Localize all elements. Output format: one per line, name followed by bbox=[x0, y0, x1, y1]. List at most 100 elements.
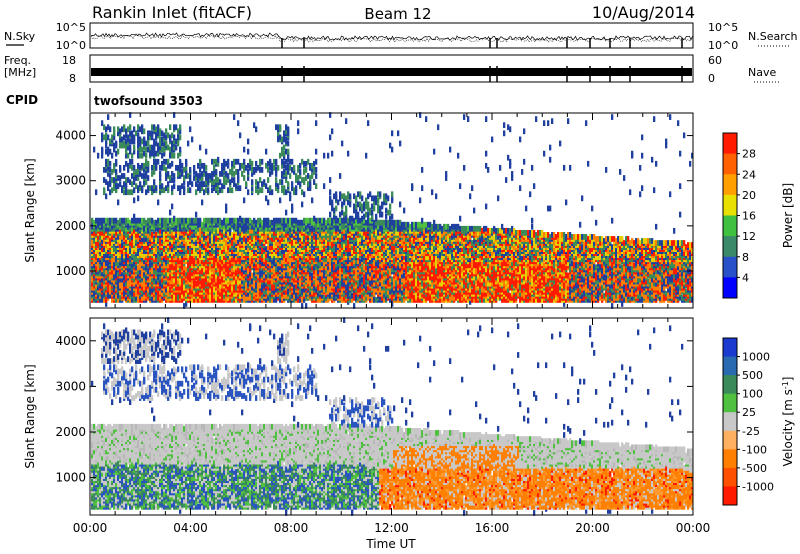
power-cell bbox=[115, 159, 117, 165]
power-cell bbox=[117, 175, 119, 181]
power-cell bbox=[129, 124, 131, 130]
power-cell bbox=[145, 147, 147, 153]
power-cell bbox=[131, 173, 133, 179]
power-cell bbox=[125, 218, 127, 224]
nave-tick-bottom: 0 bbox=[708, 72, 715, 85]
power-cell bbox=[133, 187, 135, 193]
power-cell bbox=[101, 132, 103, 138]
power-cell bbox=[111, 177, 113, 183]
power-cell bbox=[111, 169, 113, 175]
power-cell bbox=[145, 179, 147, 185]
power-cell bbox=[141, 153, 143, 159]
power-cell bbox=[131, 153, 133, 159]
power-cell bbox=[93, 147, 95, 153]
power-cell bbox=[133, 171, 135, 177]
power-cell bbox=[109, 218, 111, 224]
power-cell bbox=[107, 124, 109, 130]
power-cell bbox=[121, 126, 123, 132]
power-cell bbox=[131, 218, 133, 224]
power-cell bbox=[127, 177, 129, 183]
power-cell bbox=[95, 189, 97, 195]
power-cell bbox=[129, 220, 131, 226]
power-cell bbox=[139, 126, 141, 132]
power-cell bbox=[123, 135, 125, 141]
power-cell bbox=[143, 173, 145, 179]
cpid-label: CPID bbox=[6, 93, 38, 107]
power-cell bbox=[137, 265, 139, 271]
power-cell bbox=[119, 165, 121, 171]
power-cell bbox=[129, 139, 131, 145]
power-cell bbox=[137, 132, 139, 138]
power-cell bbox=[143, 218, 145, 224]
power-cell bbox=[97, 218, 99, 224]
power-cell bbox=[125, 128, 127, 134]
n-sky-tick-top: 10^5 bbox=[56, 21, 86, 34]
power-cell bbox=[141, 147, 143, 153]
power-cell bbox=[135, 169, 137, 175]
power-cell bbox=[123, 165, 125, 171]
power-cell bbox=[119, 269, 121, 275]
power-cell bbox=[103, 218, 105, 224]
power-cell bbox=[125, 161, 127, 167]
power-cell bbox=[103, 124, 105, 130]
power-cell bbox=[115, 169, 117, 175]
power-cell bbox=[111, 153, 113, 159]
power-cell bbox=[115, 151, 117, 157]
power-cell bbox=[113, 256, 115, 262]
power-cell bbox=[117, 220, 119, 226]
power-cell bbox=[117, 200, 119, 206]
power-cell bbox=[137, 163, 139, 169]
power-cell bbox=[99, 218, 101, 224]
power-cell bbox=[137, 124, 139, 130]
power-cell bbox=[109, 161, 111, 167]
power-cell bbox=[133, 165, 135, 171]
power-cell bbox=[105, 218, 107, 224]
station-title: Rankin Inlet (fitACF) bbox=[92, 3, 252, 22]
power-cell bbox=[115, 218, 117, 224]
power-cell bbox=[141, 185, 143, 191]
power-cell bbox=[101, 218, 103, 224]
power-cell bbox=[117, 149, 119, 155]
n-sky-label: N.Sky bbox=[4, 30, 36, 43]
power-cell bbox=[145, 159, 147, 165]
power-cell bbox=[97, 153, 99, 159]
power-cell bbox=[105, 126, 107, 132]
power-cell bbox=[145, 141, 147, 147]
power-cell bbox=[105, 179, 107, 185]
power-cell bbox=[143, 151, 145, 157]
power-cell bbox=[127, 163, 129, 169]
power-cell bbox=[119, 295, 121, 301]
power-cell bbox=[147, 185, 149, 191]
power-cell bbox=[139, 218, 141, 224]
power-cell bbox=[121, 185, 123, 191]
freq-tick-top: 18 bbox=[62, 54, 76, 67]
power-cell bbox=[105, 159, 107, 165]
power-cell bbox=[107, 159, 109, 165]
summary-plot: Rankin Inlet (fitACF) Beam 12 10/Aug/2014 … bbox=[0, 0, 800, 554]
power-cell bbox=[107, 114, 109, 120]
power-cell bbox=[107, 181, 109, 187]
power-cell bbox=[119, 181, 121, 187]
power-cell bbox=[135, 130, 137, 136]
power-cell bbox=[109, 139, 111, 145]
power-cell bbox=[105, 193, 107, 199]
freq-tick-bottom: 8 bbox=[69, 72, 76, 85]
power-cell bbox=[105, 149, 107, 155]
power-cell bbox=[105, 132, 107, 138]
power-cell bbox=[109, 167, 111, 173]
power-cell bbox=[103, 135, 105, 141]
power-cell bbox=[111, 187, 113, 193]
power-cell bbox=[143, 128, 145, 134]
power-cell bbox=[133, 126, 135, 132]
power-cell bbox=[121, 137, 123, 143]
power-cell bbox=[107, 135, 109, 141]
power-cell bbox=[123, 218, 125, 224]
power-cell bbox=[135, 183, 137, 189]
power-cell bbox=[133, 240, 135, 246]
power-cell bbox=[125, 139, 127, 145]
power-cell bbox=[129, 189, 131, 195]
power-cell bbox=[109, 149, 111, 155]
power-cell bbox=[95, 218, 97, 224]
nave-label: Nave bbox=[748, 66, 776, 79]
power-cell bbox=[131, 130, 133, 136]
